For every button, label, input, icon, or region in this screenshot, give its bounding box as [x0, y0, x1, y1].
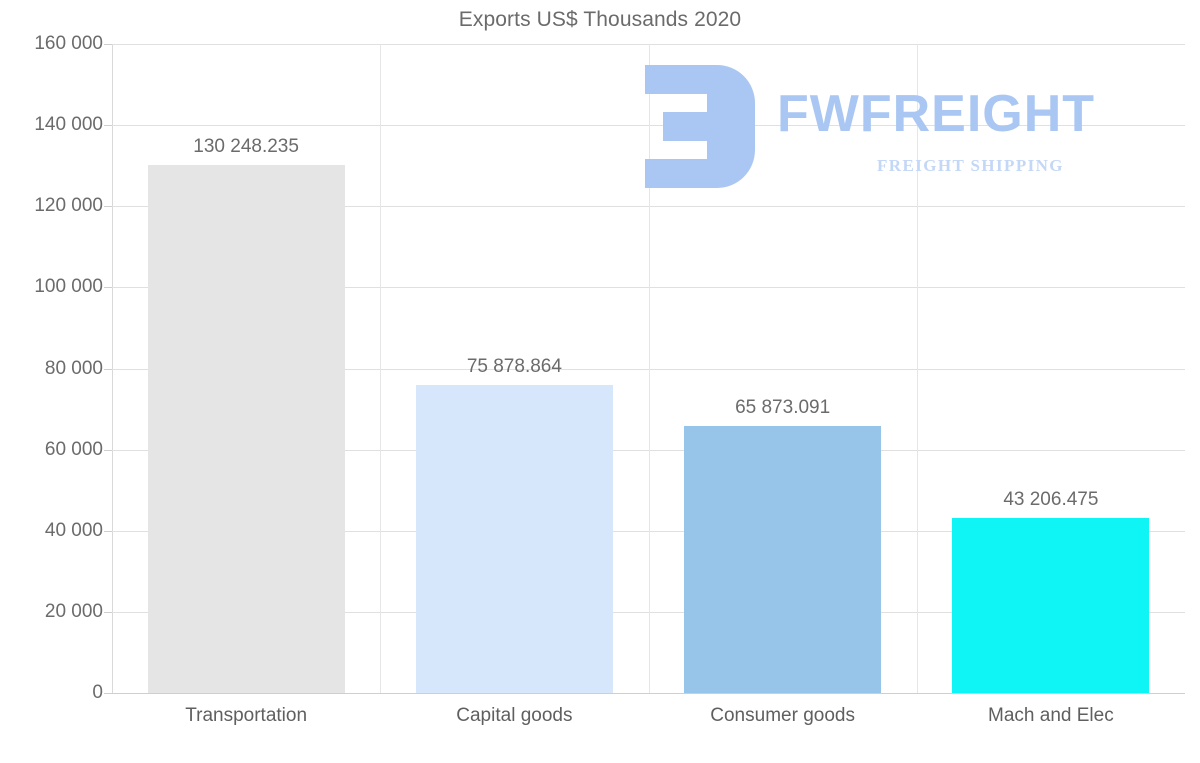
bar-value-label: 130 248.235 [193, 135, 299, 157]
gridline-vertical [648, 44, 650, 693]
x-axis-line [112, 693, 1185, 694]
y-axis-tick-label: 60 000 [44, 438, 103, 460]
y-axis: 0 20 000 40 000 60 000 80 000 100 000 120 000 1… [0, 33, 112, 703]
x-axis-tick-label: Mach and Elec [988, 705, 1114, 726]
y-axis-tick-mark [104, 125, 112, 127]
y-axis-tick-label: 160 000 [34, 33, 103, 54]
y-axis-tick-mark [104, 449, 112, 451]
x-axis-tick-label: Transportation [185, 705, 308, 726]
bar[interactable] [952, 517, 1150, 693]
y-axis-tick-label: 100 000 [34, 276, 103, 298]
y-axis-tick-label: 80 000 [44, 357, 103, 379]
y-axis-tick-label: 0 [92, 682, 103, 703]
gridline-vertical [916, 44, 918, 693]
bar[interactable] [684, 425, 882, 693]
plot-area: 130 248.235 75 878.864 65 873.091 43 206.47… [112, 44, 1185, 694]
y-axis-tick-mark [104, 368, 112, 370]
y-axis-tick-mark [104, 287, 112, 289]
bar-value-label: 75 878.864 [466, 356, 562, 378]
bar[interactable] [147, 164, 345, 693]
gridline-vertical [380, 44, 382, 693]
y-axis-tick-label: 120 000 [34, 195, 103, 217]
bar-value-label: 43 206.475 [1003, 488, 1099, 510]
chart-title: Exports US$ Thousands 2020 [458, 8, 742, 31]
y-axis-tick-label: 140 000 [34, 114, 103, 136]
x-axis-tick-label: Consumer goods [710, 705, 855, 726]
bar-value-label: 65 873.091 [735, 396, 831, 418]
y-axis-tick-mark [104, 611, 112, 613]
y-axis-tick-label: 20 000 [44, 600, 103, 622]
y-axis-tick-mark [104, 693, 112, 694]
y-axis-tick-mark [104, 44, 112, 45]
y-axis-tick-mark [104, 530, 112, 532]
x-axis-tick-label: Capital goods [456, 705, 573, 726]
y-axis-tick-mark [104, 206, 112, 208]
bar[interactable] [415, 385, 613, 693]
y-axis-tick-label: 40 000 [44, 519, 103, 541]
